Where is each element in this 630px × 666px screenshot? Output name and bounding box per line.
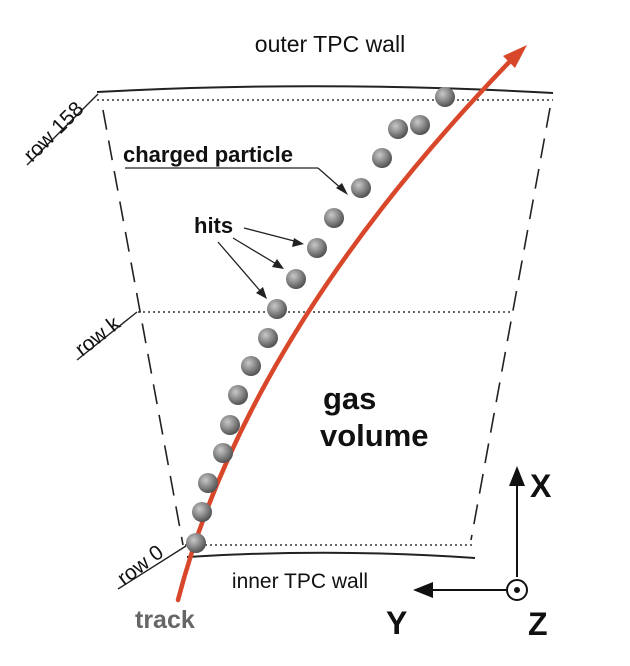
hit (186, 533, 206, 553)
hit (435, 87, 455, 107)
hits-leader-1-arrow (292, 238, 304, 247)
hit (410, 115, 430, 135)
inner-wall-line (186, 551, 476, 559)
charged-particle-label: charged particle (123, 142, 293, 167)
hit (220, 415, 240, 435)
track-label: track (135, 606, 195, 634)
hit (388, 119, 408, 139)
row-158-leader (26, 93, 99, 166)
outer-wall-label: outer TPC wall (255, 31, 405, 57)
hit (286, 269, 306, 289)
hits-leader-1 (243, 227, 299, 243)
hits-label: hits (194, 213, 233, 238)
hit (192, 502, 212, 522)
y-axis-arrow (413, 582, 433, 598)
hit (228, 385, 248, 405)
hit (307, 238, 327, 258)
hit (198, 473, 218, 493)
y-axis-label: Y (386, 605, 407, 641)
x-axis-label: X (530, 468, 552, 504)
charged-particle-leader-arrow (336, 183, 348, 195)
x-axis-arrow (509, 466, 525, 486)
inner-wall-label: inner TPC wall (232, 570, 368, 593)
hit (241, 356, 261, 376)
hits-leader-2-arrow (272, 259, 284, 269)
left-boundary-dashed (102, 109, 184, 546)
gas-label: gas (323, 381, 376, 416)
hit (324, 208, 344, 228)
row-k-label: row k (71, 312, 125, 361)
hits-leader-3-arrow (256, 287, 267, 299)
hit (372, 148, 392, 168)
volume-label: volume (320, 418, 429, 453)
hits-leader-2 (232, 237, 279, 266)
row-158-label: row 158 (19, 97, 88, 166)
z-axis-dot (514, 587, 520, 593)
row-0-label: row 0 (113, 541, 168, 590)
outer-wall-line (96, 85, 554, 94)
track-arrowhead (503, 45, 527, 68)
track-line (175, 50, 521, 603)
hit (258, 328, 278, 348)
row-0-leader (117, 545, 187, 590)
hits-leader-3 (217, 241, 263, 294)
hit (351, 178, 371, 198)
row-k-leader (76, 311, 138, 361)
hits-group (186, 87, 455, 553)
hit (213, 443, 233, 463)
hit (267, 299, 287, 319)
right-boundary-dashed (470, 107, 551, 541)
z-axis-label: Z (528, 606, 548, 642)
